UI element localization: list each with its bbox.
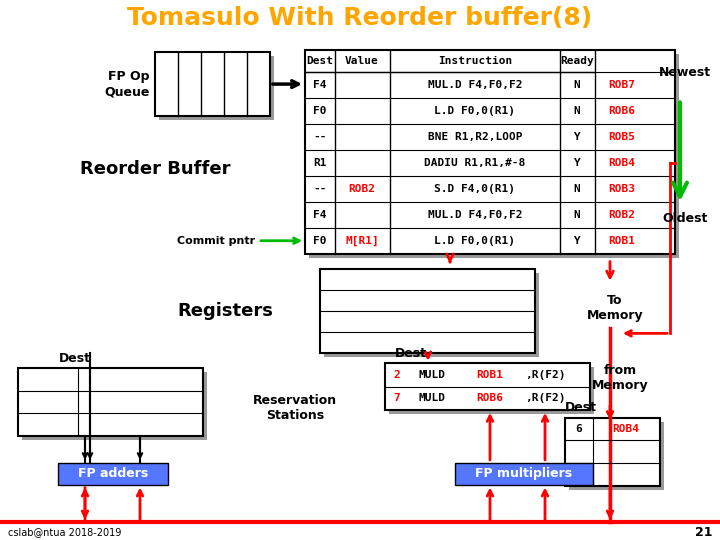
- Bar: [569, 422, 664, 490]
- Text: ,R(F2): ,R(F2): [525, 393, 565, 403]
- Bar: [455, 463, 593, 484]
- Text: FP Op
Queue: FP Op Queue: [104, 70, 150, 98]
- Text: MUL.D F4,F0,F2: MUL.D F4,F0,F2: [428, 80, 522, 90]
- Text: Y: Y: [574, 132, 580, 141]
- Text: Value: Value: [345, 56, 379, 66]
- Bar: [155, 52, 270, 117]
- Bar: [324, 273, 539, 357]
- Bar: [309, 54, 679, 258]
- Text: N: N: [574, 106, 580, 116]
- Text: Y: Y: [574, 158, 580, 168]
- Text: Oldest: Oldest: [662, 212, 708, 225]
- Text: Reorder Buffer: Reorder Buffer: [80, 160, 230, 178]
- Text: BNE R1,R2,LOOP: BNE R1,R2,LOOP: [428, 132, 522, 141]
- Text: M[R1]: M[R1]: [345, 235, 379, 246]
- Text: L.D F0,0(R1): L.D F0,0(R1): [434, 106, 516, 116]
- Bar: [565, 418, 660, 485]
- Text: N: N: [574, 210, 580, 220]
- Bar: [22, 372, 207, 440]
- Text: 21: 21: [695, 526, 712, 539]
- Text: from
Memory: from Memory: [592, 364, 648, 392]
- Text: ROB7: ROB7: [608, 80, 636, 90]
- Text: ROB1: ROB1: [477, 370, 503, 380]
- Text: ROB4: ROB4: [608, 158, 636, 168]
- Text: F0: F0: [313, 236, 327, 246]
- Text: MULD: MULD: [418, 370, 446, 380]
- Text: 2: 2: [394, 370, 400, 380]
- Text: DADIU R1,R1,#-8: DADIU R1,R1,#-8: [424, 158, 526, 168]
- Text: ROB6: ROB6: [608, 106, 636, 116]
- Text: Dest: Dest: [307, 56, 333, 66]
- Text: ROB6: ROB6: [477, 393, 503, 403]
- Text: Commit pntr: Commit pntr: [177, 236, 255, 246]
- Text: MULD: MULD: [418, 393, 446, 403]
- Text: ,R(F2): ,R(F2): [525, 370, 565, 380]
- Text: F4: F4: [313, 80, 327, 90]
- Text: --: --: [313, 132, 327, 141]
- Text: Tomasulo With Reorder buffer(8): Tomasulo With Reorder buffer(8): [127, 6, 593, 30]
- Text: Dest: Dest: [59, 352, 91, 365]
- Text: Dest: Dest: [395, 347, 427, 360]
- Text: FP multipliers: FP multipliers: [475, 467, 572, 480]
- Text: S.D F4,0(R1): S.D F4,0(R1): [434, 184, 516, 194]
- Bar: [385, 363, 590, 410]
- Text: ROB2: ROB2: [608, 210, 636, 220]
- Text: 7: 7: [394, 393, 400, 403]
- Text: N: N: [574, 80, 580, 90]
- Bar: [305, 50, 675, 254]
- Text: F0: F0: [313, 106, 327, 116]
- Text: N: N: [574, 184, 580, 194]
- Text: ROB2: ROB2: [348, 184, 376, 194]
- Text: MUL.D F4,F0,F2: MUL.D F4,F0,F2: [428, 210, 522, 220]
- Text: --: --: [313, 184, 327, 194]
- Text: Ready: Ready: [560, 56, 594, 66]
- Bar: [58, 463, 168, 484]
- Bar: [159, 56, 274, 120]
- Text: Instruction: Instruction: [438, 56, 512, 66]
- Text: L.D F0,0(R1): L.D F0,0(R1): [434, 236, 516, 246]
- Text: To
Memory: To Memory: [587, 294, 643, 322]
- Text: F4: F4: [313, 210, 327, 220]
- Bar: [389, 367, 594, 414]
- Text: Newest: Newest: [659, 66, 711, 79]
- Text: R1: R1: [313, 158, 327, 168]
- Text: Dest: Dest: [565, 401, 597, 415]
- Text: ROB4: ROB4: [613, 424, 639, 434]
- Bar: [320, 269, 535, 353]
- Text: ROB3: ROB3: [608, 184, 636, 194]
- Text: ROB1: ROB1: [608, 236, 636, 246]
- Text: ROB5: ROB5: [608, 132, 636, 141]
- Bar: [18, 368, 203, 436]
- Text: FP adders: FP adders: [78, 467, 148, 480]
- Text: Reservation
Stations: Reservation Stations: [253, 394, 337, 422]
- Text: cslab@ntua 2018-2019: cslab@ntua 2018-2019: [8, 528, 122, 537]
- Text: 6: 6: [575, 424, 582, 434]
- Text: Y: Y: [574, 236, 580, 246]
- Text: Registers: Registers: [177, 302, 273, 320]
